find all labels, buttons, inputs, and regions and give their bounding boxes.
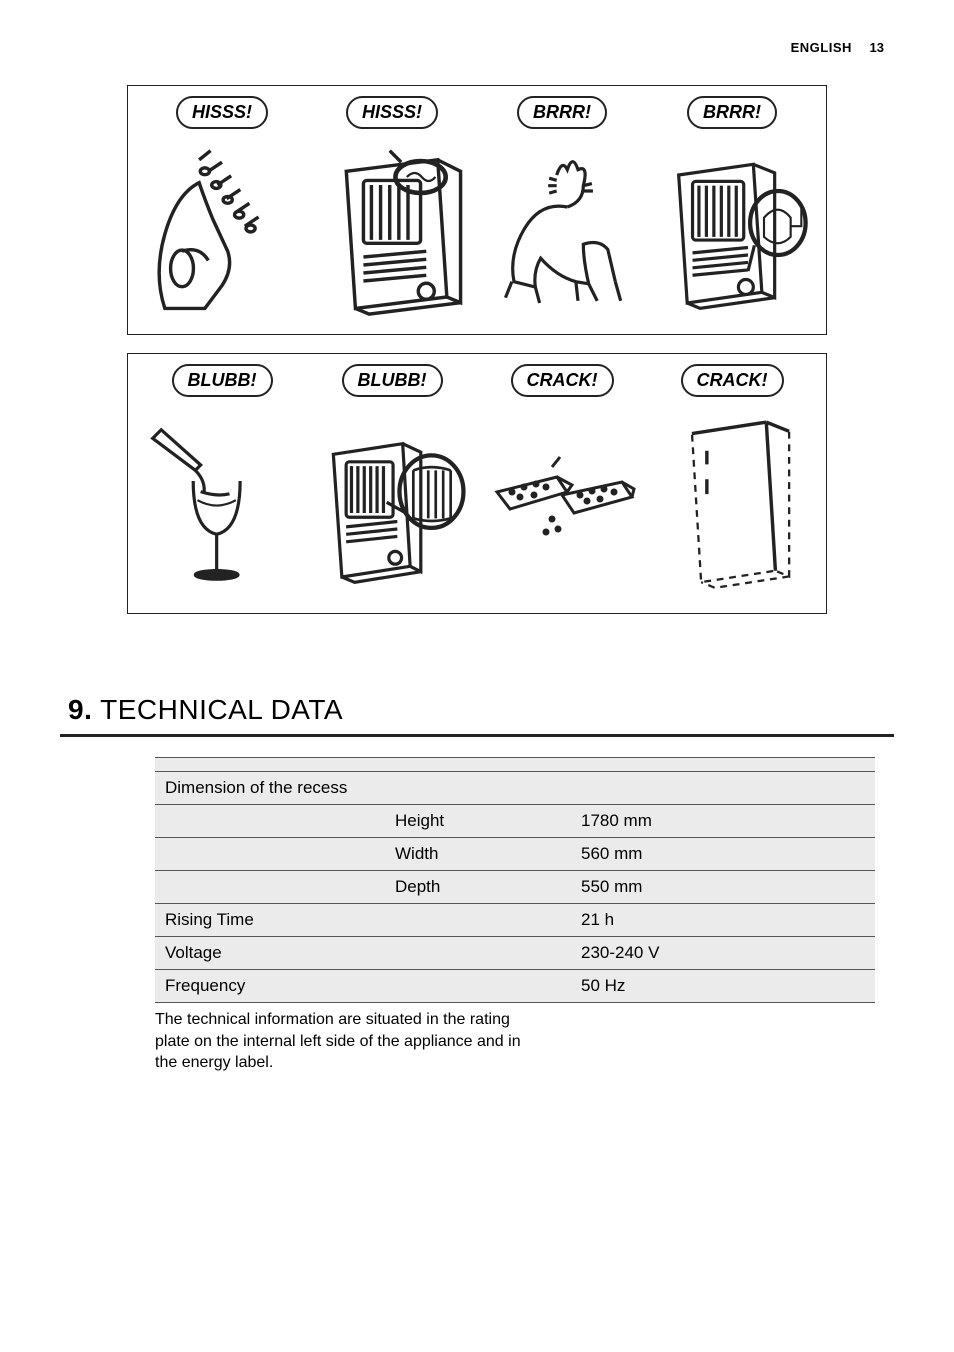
fridge-compressor-icon xyxy=(652,137,812,320)
sound-bubble: HISSS! xyxy=(176,96,268,129)
fridge-outline-icon xyxy=(652,405,812,599)
diagram-cell: BRRR! xyxy=(482,96,642,320)
diagram-row-2: BLUBB! BLUBB! xyxy=(127,353,827,614)
row-value: 50 Hz xyxy=(551,970,875,1003)
row-label: Frequency xyxy=(155,970,551,1003)
diagram-cell: CRACK! xyxy=(482,364,642,599)
iron-icon xyxy=(142,137,302,320)
section-title-text: TECHNICAL DATA xyxy=(100,694,343,725)
table-row: Voltage 230-240 V xyxy=(155,937,875,970)
table-row: Depth 550 mm xyxy=(155,871,875,904)
table-row: Height 1780 mm xyxy=(155,805,875,838)
row-label: Depth xyxy=(155,871,551,904)
row-value: 1780 mm xyxy=(551,805,875,838)
page-header: ENGLISH 13 xyxy=(60,40,894,55)
sound-diagrams: HISSS! HISSS! xyxy=(127,85,827,614)
sound-bubble: HISSS! xyxy=(346,96,438,129)
row-value: 550 mm xyxy=(551,871,875,904)
diagram-cell: BRRR! xyxy=(652,96,812,320)
page-number: 13 xyxy=(870,40,884,55)
row-label: Height xyxy=(155,805,551,838)
section-number: 9. xyxy=(68,694,92,725)
diagram-cell: HISSS! xyxy=(312,96,472,320)
section-heading: 9. TECHNICAL DATA xyxy=(60,694,894,726)
row-label: Voltage xyxy=(155,937,551,970)
group-header: Dimension of the recess xyxy=(155,772,875,805)
technical-data-table: Dimension of the recess Height 1780 mm W… xyxy=(155,757,875,1003)
table-row: Frequency 50 Hz xyxy=(155,970,875,1003)
table-spacer-row xyxy=(155,758,875,772)
row-label: Width xyxy=(155,838,551,871)
sound-bubble: BRRR! xyxy=(687,96,777,129)
row-value: 21 h xyxy=(551,904,875,937)
row-value: 560 mm xyxy=(551,838,875,871)
diagram-cell: CRACK! xyxy=(652,364,812,599)
sound-bubble: BRRR! xyxy=(517,96,607,129)
wine-pour-icon xyxy=(142,405,302,599)
sound-bubble: BLUBB! xyxy=(172,364,273,397)
sound-bubble: BLUBB! xyxy=(342,364,443,397)
sound-bubble: CRACK! xyxy=(511,364,614,397)
row-value: 230-240 V xyxy=(551,937,875,970)
footnote: The technical information are situated i… xyxy=(155,1009,535,1074)
fridge-back-steam-icon xyxy=(312,137,472,320)
language-label: ENGLISH xyxy=(791,40,852,55)
diagram-row-1: HISSS! HISSS! xyxy=(127,85,827,335)
table-group-header-row: Dimension of the recess xyxy=(155,772,875,805)
section-rule xyxy=(60,734,894,737)
diagram-cell: BLUBB! xyxy=(142,364,302,599)
row-label: Rising Time xyxy=(155,904,551,937)
fridge-coil-zoom-icon xyxy=(312,405,472,599)
diagram-cell: BLUBB! xyxy=(312,364,472,599)
diagram-cell: HISSS! xyxy=(142,96,302,320)
table-row: Rising Time 21 h xyxy=(155,904,875,937)
cat-icon xyxy=(482,137,642,320)
table-row: Width 560 mm xyxy=(155,838,875,871)
ice-tray-icon xyxy=(482,405,642,599)
sound-bubble: CRACK! xyxy=(681,364,784,397)
